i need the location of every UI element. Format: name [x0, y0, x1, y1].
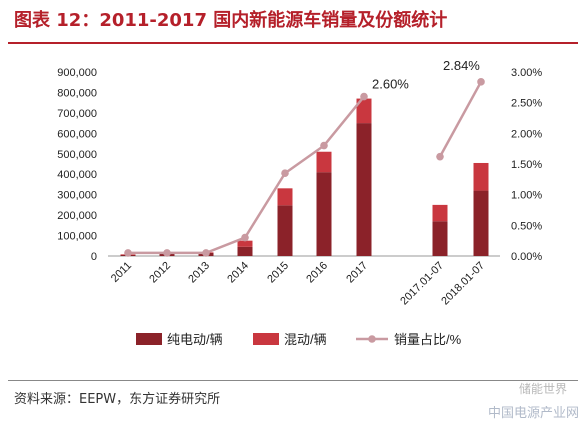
y-right-tick-label: 2.00% [511, 128, 542, 140]
legend-label-hybrid: 混动/辆 [284, 332, 327, 347]
bar-hybrid [356, 98, 372, 124]
watermark: 中国电源产业网 [487, 406, 579, 421]
y-left-tick-label: 0 [91, 251, 97, 263]
y-right-tick-label: 2.50% [511, 98, 542, 110]
share-point [360, 92, 368, 101]
legend-label-bev: 纯电动/辆 [167, 332, 223, 347]
y-right-tick-label: 1.00% [511, 190, 542, 202]
y-right-tick-label: 0.50% [511, 220, 542, 232]
share-annotation: 2.60% [372, 77, 409, 92]
x-tick-label: 2011 [109, 260, 134, 285]
share-point [320, 141, 328, 150]
y-right-tick-label: 1.50% [511, 159, 542, 171]
legend: 纯电动/辆 混动/辆 销量占比/% [136, 332, 462, 347]
share-annotation: 2.84% [443, 58, 480, 73]
y-right-tick-label: 0.00% [511, 251, 542, 263]
bar-group [120, 98, 489, 256]
chart-plot: 0 100,000 200,000 300,000 400,000 500,000 600,… [57, 58, 542, 347]
share-point [281, 169, 289, 177]
x-tick-label: 2015 [265, 260, 291, 286]
x-tick-label: 2018.01-07 [439, 260, 487, 308]
x-tick-label: 2016 [304, 260, 330, 286]
share-point [124, 249, 132, 257]
share-point [202, 249, 210, 257]
y-left-tick-label: 700,000 [57, 108, 97, 120]
title-divider [8, 42, 578, 44]
share-line-group [124, 78, 485, 257]
bar-bev [237, 246, 253, 256]
y-right-tick-label: 3.00% [511, 67, 542, 79]
bar-hybrid [316, 151, 332, 173]
tick-labels: 0 100,000 200,000 300,000 400,000 500,000 600,… [57, 58, 542, 308]
source-note: 资料来源：EEPW，东方证券研究所 [14, 392, 221, 407]
x-tick-label: 2017.01-07 [398, 260, 446, 308]
y-left-tick-label: 600,000 [57, 128, 97, 140]
y-left-tick-label: 200,000 [57, 210, 97, 222]
legend-swatch-bev [136, 333, 162, 345]
legend-label-share: 销量占比/% [394, 332, 462, 347]
share-point [477, 78, 485, 86]
x-tick-label: 2017 [344, 260, 370, 286]
bar-hybrid [432, 204, 448, 222]
x-tick-label: 2013 [186, 260, 212, 286]
bar-bev [277, 205, 293, 256]
y-left-tick-label: 900,000 [57, 67, 97, 79]
share-point [241, 233, 249, 242]
x-tick-label: 2014 [225, 260, 251, 286]
share-point [436, 152, 444, 161]
legend-swatch-share-point [368, 335, 376, 343]
legend-swatch-hybrid [253, 333, 279, 345]
y-left-tick-label: 500,000 [57, 149, 97, 161]
y-left-tick-label: 300,000 [57, 190, 97, 202]
y-left-tick-label: 100,000 [57, 231, 97, 243]
brand-logo-text: 储能世界 [518, 382, 567, 396]
x-tick-label: 2012 [147, 260, 173, 286]
bar-bev [432, 221, 448, 256]
bar-bev [473, 190, 489, 256]
share-line [438, 81, 483, 158]
share-point [163, 249, 171, 257]
chart-title: 图表 12：2011-2017 国内新能源车销量及份额统计 [14, 10, 448, 31]
bar-hybrid [237, 240, 253, 247]
bar-hybrid [277, 188, 293, 206]
y-left-tick-label: 400,000 [57, 169, 97, 181]
bar-bev [316, 172, 332, 256]
footer-divider [8, 380, 578, 381]
bar-hybrid [473, 162, 489, 191]
bar-bev [356, 123, 372, 256]
y-left-tick-label: 800,000 [57, 87, 97, 99]
